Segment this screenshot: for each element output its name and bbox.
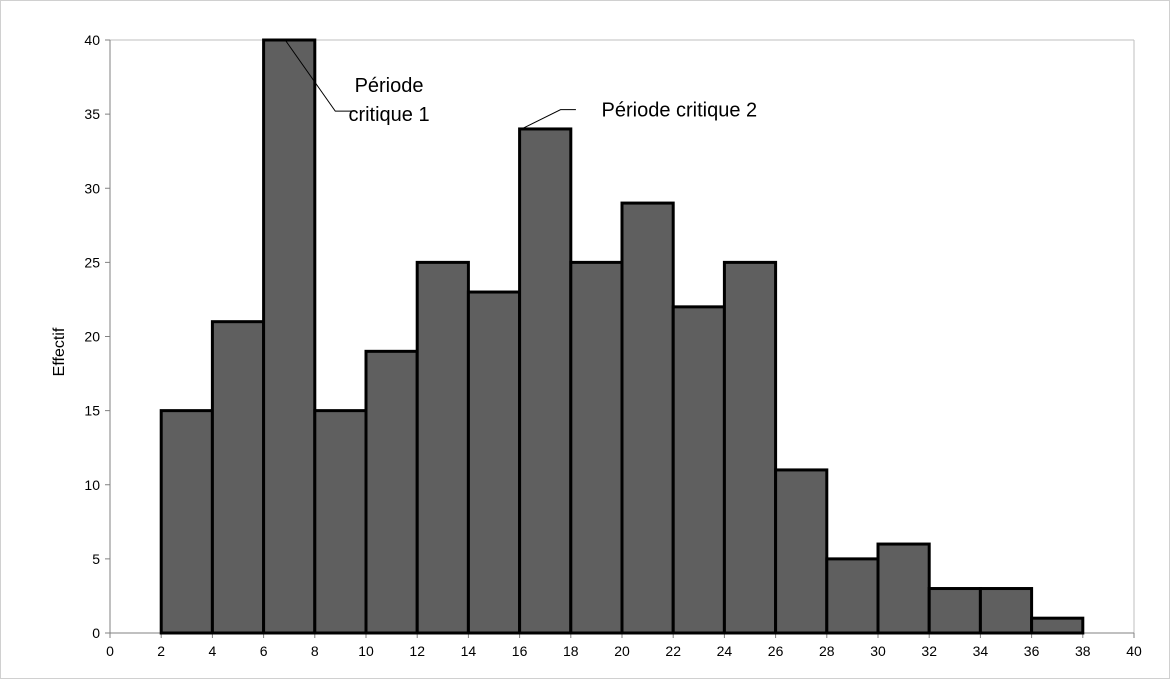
y-tick-label: 25 <box>84 254 100 270</box>
histogram-bar <box>927 587 982 635</box>
histogram-bar <box>415 260 470 635</box>
histogram-bar <box>262 38 317 635</box>
histogram-bar <box>466 290 522 635</box>
annotation-1-line: Période <box>355 75 424 97</box>
annotation-1-leader-line <box>284 39 356 112</box>
x-tick-label: 26 <box>768 643 784 659</box>
y-tick-label: 35 <box>84 106 100 122</box>
x-tick-label: 16 <box>512 643 528 659</box>
histogram-bar <box>876 542 931 635</box>
annotation-1-line: critique 1 <box>348 104 429 126</box>
x-tick-label: 24 <box>717 643 733 659</box>
x-tick-label: 28 <box>819 643 835 659</box>
y-tick-label: 5 <box>92 551 100 567</box>
x-tick-label: 6 <box>260 643 268 659</box>
x-tick-label: 32 <box>921 643 937 659</box>
histogram-bar <box>978 587 1034 635</box>
histogram-bar <box>210 320 266 635</box>
y-tick-label: 40 <box>84 32 100 48</box>
x-tick-label: 8 <box>311 643 319 659</box>
histogram-bar <box>774 468 829 635</box>
x-tick-label: 22 <box>665 643 681 659</box>
x-tick-label: 12 <box>409 643 425 659</box>
x-tick-label: 30 <box>870 643 886 659</box>
histogram-bar <box>825 557 880 635</box>
y-axis-title: Effectif <box>51 327 68 376</box>
histogram-bar <box>518 127 573 635</box>
x-tick-label: 0 <box>106 643 114 659</box>
x-tick-label: 36 <box>1024 643 1040 659</box>
histogram-bar <box>159 409 214 635</box>
y-tick-label: 0 <box>92 625 100 641</box>
x-tick-label: 14 <box>461 643 477 659</box>
y-tick-label: 10 <box>84 477 100 493</box>
x-tick-label: 20 <box>614 643 630 659</box>
histogram-bar <box>722 260 778 635</box>
x-tick-label: 2 <box>157 643 165 659</box>
annotations: Période critique 1 Période critique 2 <box>284 39 758 130</box>
y-tick-label: 15 <box>84 403 100 419</box>
x-tick-label: 38 <box>1075 643 1091 659</box>
annotation-1-text: Période critique 1 <box>348 75 429 126</box>
x-tick-label: 4 <box>209 643 217 659</box>
bars <box>159 38 1085 635</box>
histogram-bar <box>1030 616 1085 635</box>
histogram-bar <box>364 349 419 635</box>
histogram-bar <box>313 409 368 635</box>
y-tick-label: 20 <box>84 329 100 345</box>
x-tick-label: 10 <box>358 643 374 659</box>
y-tick-label: 30 <box>84 180 100 196</box>
histogram-bar <box>620 201 675 635</box>
histogram-bar <box>671 305 726 635</box>
histogram-bar <box>569 260 624 635</box>
annotation-2-leader-line <box>521 109 576 130</box>
x-tick-label: 18 <box>563 643 579 659</box>
x-tick-label: 34 <box>973 643 989 659</box>
annotation-2-text: Période critique 2 <box>602 100 758 122</box>
x-tick-label: 40 <box>1126 643 1142 659</box>
